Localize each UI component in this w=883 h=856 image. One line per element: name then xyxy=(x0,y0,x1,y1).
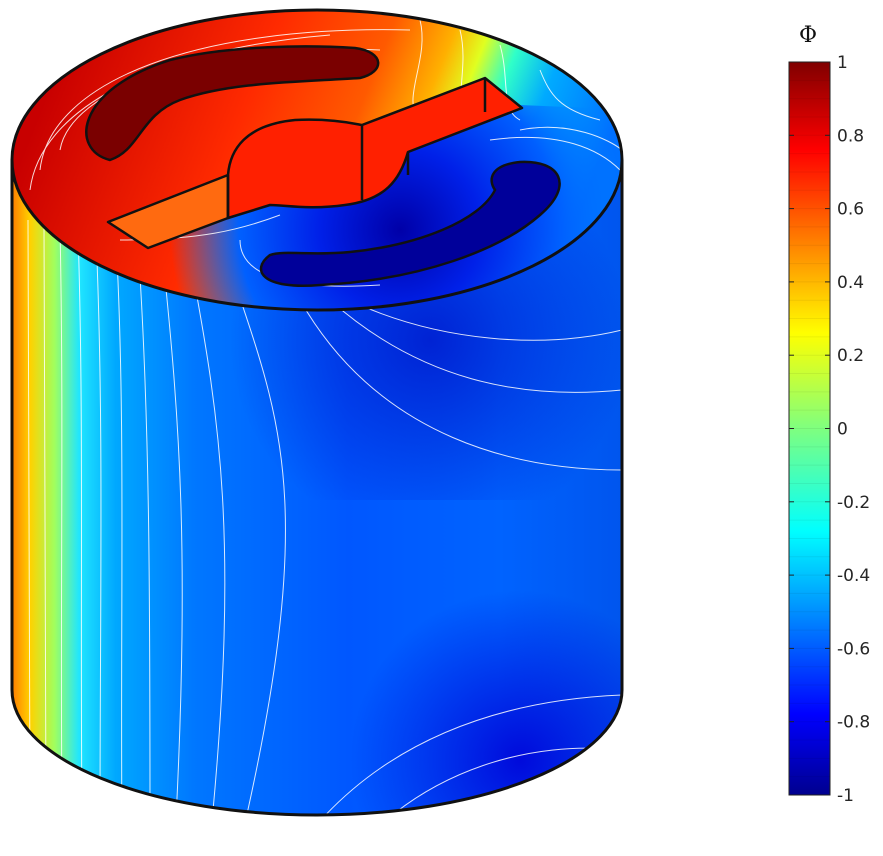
colorbar-tick-label: 0.8 xyxy=(837,126,864,146)
colorbar: Φ 1 0.8 0.6 0.4 0.2 0 -0.2 -0.4 -0.6 -0.8 -1 xyxy=(788,23,870,806)
side-contour-lines xyxy=(27,219,622,815)
colorbar-tick-label: -1 xyxy=(837,786,854,806)
colorbar-bands xyxy=(789,79,830,778)
colorbar-tick-label: 0.6 xyxy=(837,200,864,220)
colorbar-tick-label: -0.8 xyxy=(837,713,870,733)
colorbar-scale xyxy=(788,61,831,796)
colorbar-tick-label: -0.2 xyxy=(837,493,870,513)
central-hub xyxy=(106,76,524,250)
negative-electrode-slot xyxy=(259,160,561,288)
positive-electrode-slot xyxy=(85,45,380,162)
colorbar-tick-label: 0.4 xyxy=(837,273,864,293)
colorbar-tick-label: -0.6 xyxy=(837,639,870,659)
colorbar-tick-label: -0.4 xyxy=(837,566,870,586)
colorbar-tick-label: 0 xyxy=(837,420,848,440)
colorbar-tick-label: 1 xyxy=(837,53,848,73)
colorbar-ticks: 1 0.8 0.6 0.4 0.2 0 -0.2 -0.4 -0.6 -0.8 -1 xyxy=(789,53,870,806)
colorbar-title: Φ xyxy=(799,23,817,48)
colorbar-tick-label: 0.2 xyxy=(837,346,864,366)
